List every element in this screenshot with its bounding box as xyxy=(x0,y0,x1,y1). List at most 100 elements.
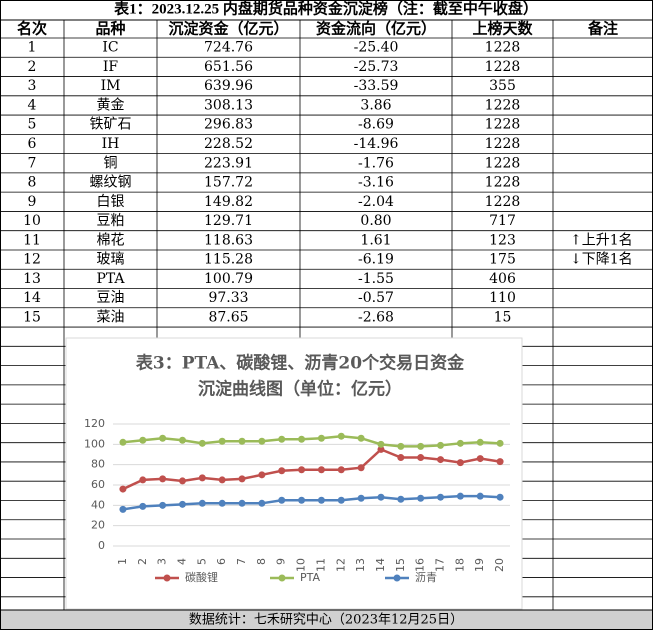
point xyxy=(258,499,266,507)
x-tick-label: 11 xyxy=(314,558,327,572)
x-tick-label: 6 xyxy=(215,558,228,565)
x-tick-label: 14 xyxy=(374,558,387,572)
table-cell: -3.16 xyxy=(358,175,394,191)
table-cell: -33.59 xyxy=(354,78,399,94)
table-cell: 黄金 xyxy=(97,96,125,113)
point xyxy=(317,496,325,504)
table-cell: 3 xyxy=(28,78,37,94)
point xyxy=(198,439,206,447)
table-cell: IC xyxy=(102,40,118,56)
x-tick-label: 9 xyxy=(275,558,288,565)
y-tick-label: 80 xyxy=(91,458,105,471)
header-cell: 资金流向（亿元） xyxy=(316,20,436,38)
point xyxy=(278,467,286,475)
point xyxy=(417,494,425,502)
point xyxy=(298,435,306,443)
table-cell: 1228 xyxy=(485,59,521,75)
table-cell: 白银 xyxy=(97,194,125,210)
header-cell: 品种 xyxy=(95,20,125,38)
y-tick-label: 20 xyxy=(91,519,105,532)
x-tick-label: 20 xyxy=(493,558,506,572)
table-cell: 724.76 xyxy=(204,40,253,56)
table-cell: 97.33 xyxy=(208,290,248,306)
table-cell: 11 xyxy=(23,232,41,248)
point xyxy=(258,471,266,479)
x-tick-label: 1 xyxy=(116,558,129,565)
point xyxy=(456,439,464,447)
table-cell: IM xyxy=(101,78,121,94)
point xyxy=(337,432,345,440)
x-tick-label: 4 xyxy=(175,558,188,565)
point xyxy=(357,494,365,502)
table-cell: 12 xyxy=(23,252,41,268)
table-cell: 157.72 xyxy=(204,175,253,191)
point xyxy=(496,458,504,466)
point xyxy=(238,499,246,507)
point xyxy=(298,496,306,504)
y-tick-label: 100 xyxy=(84,437,105,450)
point xyxy=(178,500,186,508)
table-cell: 406 xyxy=(489,271,516,287)
table-cell: 4 xyxy=(28,97,37,113)
point xyxy=(198,474,206,482)
table-cell: 13 xyxy=(23,271,41,287)
table-cell: 1228 xyxy=(485,136,521,152)
x-tick-label: 17 xyxy=(434,558,447,572)
table-cell: 9 xyxy=(28,194,37,210)
table-cell: -1.76 xyxy=(358,155,394,171)
table-cell: 123 xyxy=(489,232,516,248)
table-cell: 1 xyxy=(28,40,37,56)
y-tick-label: 40 xyxy=(91,498,105,511)
legend-marker xyxy=(278,574,286,582)
point xyxy=(238,437,246,445)
table-cell: IF xyxy=(103,59,119,75)
point xyxy=(417,454,425,462)
point xyxy=(139,476,147,484)
table-cell: 118.63 xyxy=(204,232,253,248)
table-cell: ↓下降1名 xyxy=(570,252,633,268)
table-cell: -14.96 xyxy=(354,136,399,152)
table-cell: 110 xyxy=(489,290,516,306)
x-tick-label: 12 xyxy=(334,558,347,572)
table-cell: 115.28 xyxy=(204,252,253,268)
table-cell: 棉花 xyxy=(97,231,125,248)
point xyxy=(476,492,484,500)
point xyxy=(218,437,226,445)
footer: 数据统计：七禾研究中心（2023年12月25日） xyxy=(189,613,463,628)
point xyxy=(317,434,325,442)
point xyxy=(377,445,385,453)
table-cell: 0.80 xyxy=(360,213,391,229)
point xyxy=(496,439,504,447)
table-cell: 1228 xyxy=(485,40,521,56)
point xyxy=(417,442,425,450)
y-tick-label: 0 xyxy=(98,539,105,552)
table-cell: 7 xyxy=(28,155,37,171)
y-tick-label: 60 xyxy=(91,478,105,491)
table-cell: 175 xyxy=(489,252,516,268)
y-tick-label: 120 xyxy=(84,417,105,430)
table-cell: 豆粕 xyxy=(97,213,125,229)
table-cell: 639.96 xyxy=(204,78,253,94)
point xyxy=(159,501,167,509)
point xyxy=(437,456,445,464)
table-cell: 5 xyxy=(28,117,37,133)
point xyxy=(119,505,127,513)
table-cell: 螺纹钢 xyxy=(90,175,132,191)
point xyxy=(218,499,226,507)
table-cell: 355 xyxy=(489,78,516,94)
table-cell: -25.40 xyxy=(354,40,399,56)
table-cell: 3.86 xyxy=(360,97,391,113)
x-tick-label: 2 xyxy=(136,558,149,565)
table-cell: 8 xyxy=(28,175,37,191)
table-cell: 1228 xyxy=(485,175,521,191)
x-tick-label: 10 xyxy=(295,558,308,572)
table-cell: -0.57 xyxy=(358,290,394,306)
legend-label: 沥青 xyxy=(415,571,437,584)
table-cell: PTA xyxy=(96,271,125,287)
table-cell: 6 xyxy=(28,136,37,152)
point xyxy=(238,475,246,483)
table-cell: 1228 xyxy=(485,155,521,171)
table-cell: 651.56 xyxy=(204,59,253,75)
point xyxy=(397,454,405,462)
